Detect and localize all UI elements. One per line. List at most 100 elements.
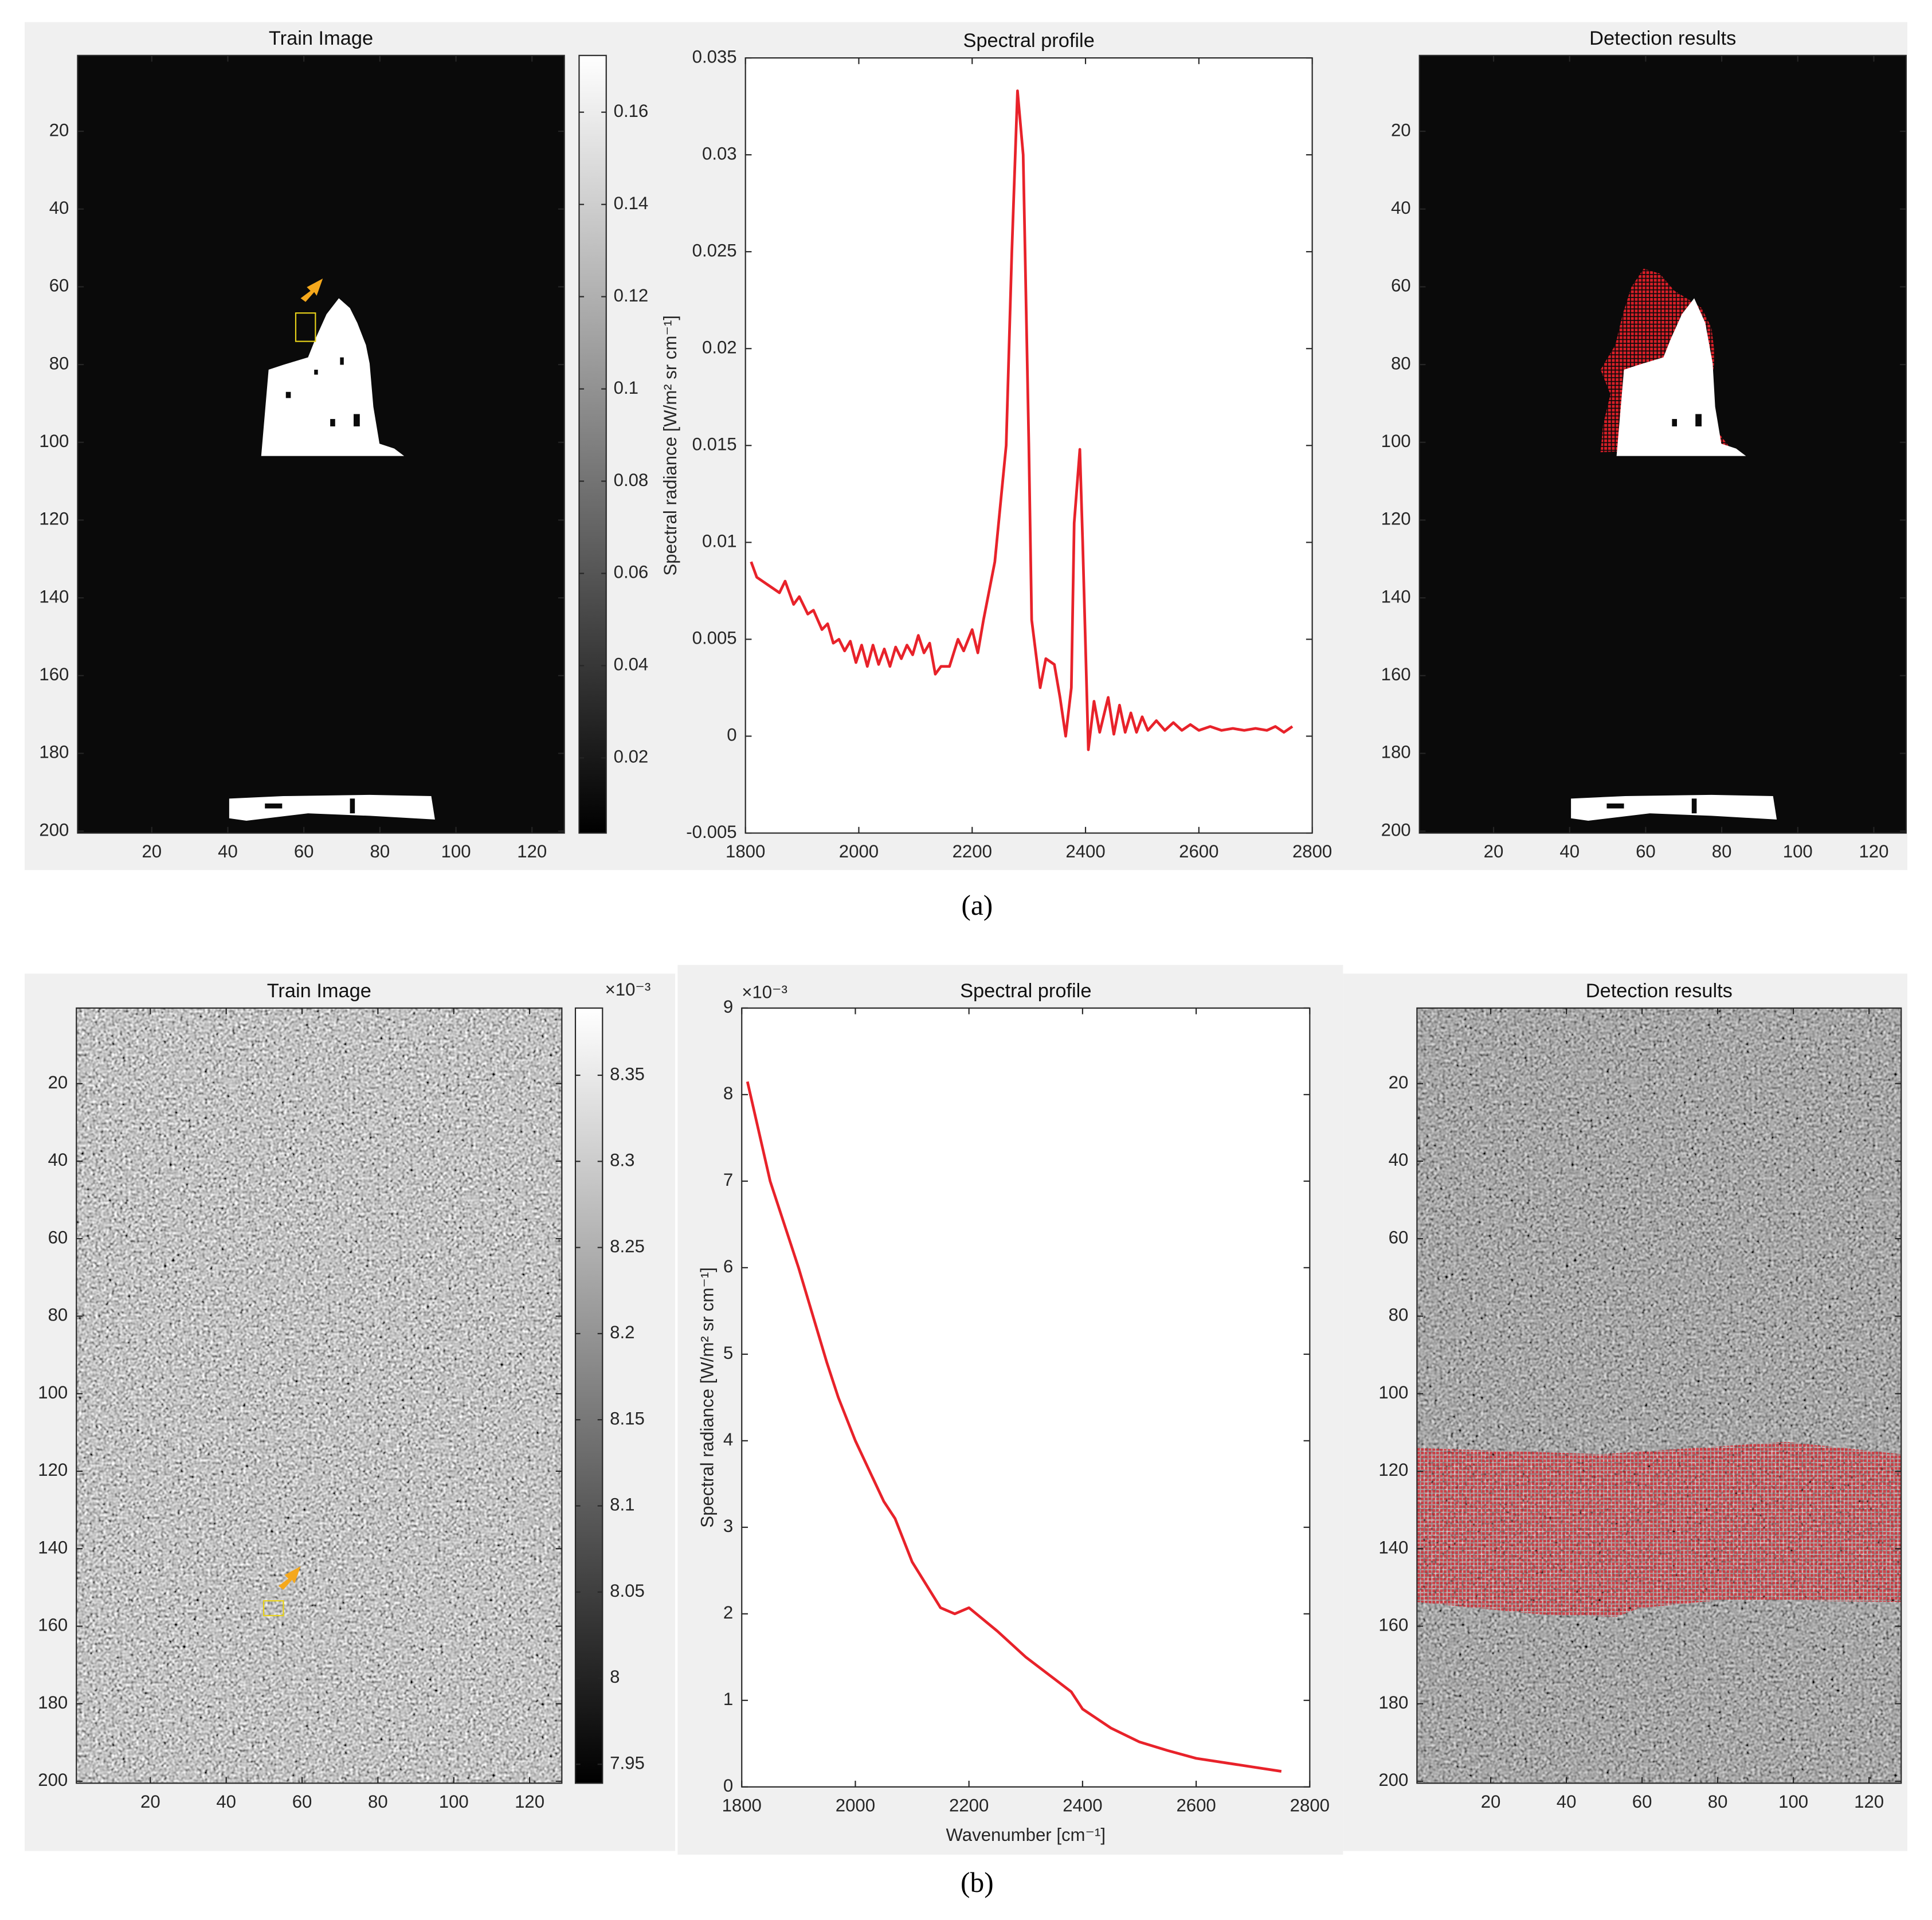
chart-title: Detection results <box>1586 980 1733 1002</box>
x-tick-label: 120 <box>1854 1792 1884 1812</box>
y-tick-label: 180 <box>1381 742 1411 762</box>
y-tick-label: 100 <box>1381 431 1411 451</box>
x-tick-label: 2000 <box>836 1795 875 1815</box>
x-tick-label: 20 <box>1484 841 1504 861</box>
colorbar-tick-label: 0.08 <box>614 470 649 490</box>
x-tick-label: 1800 <box>726 841 765 861</box>
colorbar-tick-label: 8 <box>610 1667 620 1687</box>
chart-title: Spectral profile <box>960 980 1091 1002</box>
x-tick-label: 20 <box>140 1792 160 1812</box>
axes-box <box>1418 54 1907 834</box>
x-tick-label: 100 <box>439 1792 469 1812</box>
y-tick-label: 40 <box>1391 198 1411 218</box>
selection-box <box>295 312 316 342</box>
colorbar-tick-label: 0.16 <box>614 101 649 121</box>
x-tick-label: 80 <box>1712 841 1732 861</box>
colorbar-tick-label: 8.25 <box>610 1236 645 1256</box>
y-tick-label: 20 <box>48 1072 68 1092</box>
y-tick-label: 60 <box>1389 1227 1409 1247</box>
hole <box>314 370 318 375</box>
spectrum-line <box>750 89 1294 751</box>
image-shade <box>1417 1008 1902 1784</box>
colorbar-tick-label: 0.1 <box>614 378 638 398</box>
caption: (a) <box>961 890 993 921</box>
x-tick-label: 60 <box>294 841 314 861</box>
colorbar-tick-label: 7.95 <box>610 1753 645 1773</box>
image <box>1417 1008 1902 1784</box>
x-tick-label: 2400 <box>1065 841 1105 861</box>
hole <box>1672 419 1677 426</box>
x-tick-label: 40 <box>1557 1792 1577 1812</box>
y-tick-label: 60 <box>1391 276 1411 296</box>
y-tick-label: 160 <box>38 1615 68 1635</box>
y-tick-label: 20 <box>1389 1072 1409 1092</box>
x-tick-label: 100 <box>441 841 471 861</box>
y-tick-label: 0.02 <box>702 337 737 357</box>
blob <box>229 794 435 821</box>
y-tick-label: 80 <box>48 1305 68 1325</box>
colorbar-exponent: ×10⁻³ <box>605 979 651 1000</box>
y-tick-label: 120 <box>38 1460 68 1480</box>
image <box>76 1008 562 1784</box>
hole <box>285 391 291 398</box>
hole <box>330 419 335 426</box>
axes-box <box>741 1007 1311 1788</box>
y-tick-label: 100 <box>38 1382 68 1402</box>
y-tick-label: 8 <box>723 1083 733 1103</box>
x-tick-label: 2800 <box>1290 1795 1330 1815</box>
colorbar <box>574 1007 603 1784</box>
x-tick-label: 2600 <box>1179 841 1218 861</box>
plot-area <box>742 1008 1310 1787</box>
x-tick-label: 2800 <box>1292 841 1332 861</box>
hole <box>265 803 283 809</box>
y-tick-label: 40 <box>1389 1150 1409 1170</box>
y-tick-label: 0.015 <box>692 434 737 454</box>
chart-title: Train Image <box>269 28 373 49</box>
hole <box>350 798 355 814</box>
y-tick-label: 0.035 <box>692 46 737 66</box>
y-axis-label: Spectral radiance [W/m² sr cm⁻¹] <box>697 1267 717 1527</box>
y-tick-label: 100 <box>1378 1382 1408 1402</box>
axes-box <box>1416 1007 1902 1784</box>
colorbar-tick-label: 0.02 <box>614 747 649 767</box>
y-tick-label: 60 <box>48 1227 68 1247</box>
y-tick-label: 80 <box>1389 1305 1409 1325</box>
x-tick-label: 120 <box>1859 841 1888 861</box>
y-tick-label: 140 <box>1381 586 1411 606</box>
x-tick-label: 60 <box>1632 1792 1652 1812</box>
chart-title: Train Image <box>267 980 371 1002</box>
axes-box <box>744 57 1313 834</box>
x-tick-label: 2200 <box>953 841 992 861</box>
x-tick-label: 40 <box>216 1792 236 1812</box>
blob <box>1616 298 1746 456</box>
y-tick-label: 140 <box>1378 1537 1408 1557</box>
arrow <box>300 278 323 302</box>
y-tick-label: 80 <box>49 353 69 373</box>
colorbar-tick-label: 8.35 <box>610 1064 645 1084</box>
x-tick-label: 2400 <box>1063 1795 1102 1815</box>
y-tick-label: 7 <box>723 1170 733 1190</box>
y-tick-label: 160 <box>1381 664 1411 684</box>
y-tick-label: 80 <box>1391 353 1411 373</box>
colorbar-tick-label: 8.3 <box>610 1150 634 1170</box>
x-tick-label: 20 <box>142 841 162 861</box>
y-tick-label: 0.005 <box>692 628 737 648</box>
y-tick-label: 3 <box>723 1516 733 1536</box>
y-tick-label: 200 <box>1378 1770 1408 1790</box>
colorbar-tick-label: 0.04 <box>614 655 649 675</box>
x-tick-label: 100 <box>1783 841 1813 861</box>
x-tick-label: 20 <box>1481 1792 1501 1812</box>
y-tick-label: 0 <box>723 1776 733 1796</box>
x-tick-label: 1800 <box>722 1795 762 1815</box>
y-tick-label: 120 <box>39 509 69 529</box>
caption: (b) <box>961 1867 994 1898</box>
colorbar-tick-label: 8.05 <box>610 1581 645 1601</box>
y-tick-label: 4 <box>723 1429 733 1449</box>
target-blob <box>229 298 1777 821</box>
y-tick-label: 180 <box>39 742 69 762</box>
y-tick-label: 40 <box>48 1150 68 1170</box>
y-tick-label: -0.005 <box>686 822 736 842</box>
y-tick-label: 1 <box>723 1689 733 1709</box>
y-tick-label: 160 <box>39 664 69 684</box>
